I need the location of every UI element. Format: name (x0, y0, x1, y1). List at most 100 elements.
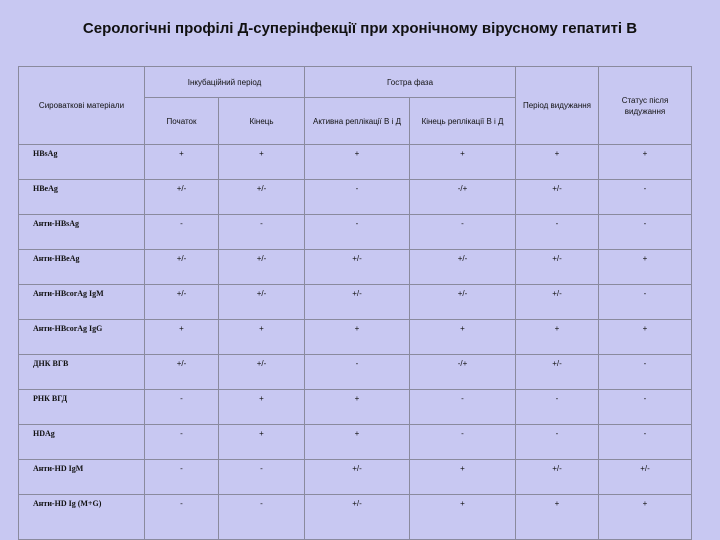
value-cell: + (218, 144, 305, 180)
table-body: HBsAg + + + + + + HBeAg +/- +/- - -/+ +/- - Анти-HBsAg… (18, 144, 692, 540)
value-cell: - (304, 354, 410, 390)
value-cell: - (304, 179, 410, 215)
value-cell: + (218, 319, 305, 355)
value-cell: + (598, 319, 692, 355)
value-cell: +/- (144, 249, 219, 285)
table-row: HBeAg +/- +/- - -/+ +/- - (18, 179, 692, 215)
value-cell: - (409, 214, 516, 250)
value-cell: + (304, 424, 410, 460)
value-cell: - (515, 424, 599, 460)
value-cell: + (409, 144, 516, 180)
value-cell: + (218, 424, 305, 460)
value-cell: - (598, 179, 692, 215)
value-cell: - (515, 389, 599, 425)
value-cell: - (598, 389, 692, 425)
table-row: Анти-HD IgM - - +/- + +/- +/- (18, 459, 692, 495)
value-cell: - (144, 424, 219, 460)
table-row: Анти-HBcorAg IgM +/- +/- +/- +/- +/- - (18, 284, 692, 320)
header-end-replication: Кінець реплікації В і Д (409, 97, 516, 145)
value-cell: - (144, 389, 219, 425)
value-cell: + (304, 144, 410, 180)
value-cell: + (515, 144, 599, 180)
header-row-top: Сироваткові матеріали Інкубаційний періо… (18, 66, 692, 145)
value-cell: +/- (515, 284, 599, 320)
value-cell: -/+ (409, 179, 516, 215)
value-cell: + (598, 494, 692, 540)
value-cell: +/- (218, 354, 305, 390)
value-cell: +/- (515, 459, 599, 495)
value-cell: + (515, 494, 599, 540)
value-cell: +/- (144, 354, 219, 390)
value-cell: + (409, 319, 516, 355)
table-row: HDAg - + + - - - (18, 424, 692, 460)
marker-cell: ДНК ВГВ (18, 354, 145, 390)
value-cell: - (218, 459, 305, 495)
value-cell: +/- (304, 249, 410, 285)
header-incubation: Інкубаційний період (144, 66, 305, 98)
value-cell: +/- (598, 459, 692, 495)
header-end: Кінець (218, 97, 305, 145)
value-cell: - (598, 354, 692, 390)
value-cell: +/- (515, 249, 599, 285)
value-cell: +/- (515, 179, 599, 215)
value-cell: +/- (218, 284, 305, 320)
header-start: Початок (144, 97, 219, 145)
marker-cell: HBsAg (18, 144, 145, 180)
marker-cell: РНК ВГД (18, 389, 145, 425)
value-cell: - (144, 494, 219, 540)
table-row: HBsAg + + + + + + (18, 144, 692, 180)
value-cell: - (409, 389, 516, 425)
value-cell: + (304, 389, 410, 425)
value-cell: - (409, 424, 516, 460)
table-row: Анти-HBcorAg IgG + + + + + + (18, 319, 692, 355)
header-row-sub: Початок Кінець Активна реплікації В і Д … (19, 97, 692, 145)
table-row: ДНК ВГВ +/- +/- - -/+ +/- - (18, 354, 692, 390)
marker-cell: Анти-HD Ig (M+G) (18, 494, 145, 540)
table-row: Анти-HBeAg +/- +/- +/- +/- +/- + (18, 249, 692, 285)
header-acute-phase: Гостра фаза (304, 66, 516, 98)
value-cell: +/- (304, 459, 410, 495)
value-cell: + (515, 319, 599, 355)
value-cell: - (144, 214, 219, 250)
value-cell: - (598, 424, 692, 460)
value-cell: +/- (144, 284, 219, 320)
value-cell: + (144, 144, 219, 180)
value-cell: +/- (304, 494, 410, 540)
marker-cell: Анти-HBeAg (18, 249, 145, 285)
header-materials: Сироваткові матеріали (18, 66, 145, 145)
value-cell: +/- (409, 249, 516, 285)
value-cell: + (304, 319, 410, 355)
marker-cell: Анти-HBcorAg IgG (18, 319, 145, 355)
header-active-replication: Активна реплікації В і Д (304, 97, 410, 145)
value-cell: + (598, 249, 692, 285)
value-cell: +/- (304, 284, 410, 320)
value-cell: +/- (218, 249, 305, 285)
value-cell: - (218, 494, 305, 540)
value-cell: +/- (515, 354, 599, 390)
marker-cell: HDAg (18, 424, 145, 460)
marker-cell: HBeAg (18, 179, 145, 215)
header-status-after: Статус після видужання (598, 66, 692, 145)
header-recovery-period: Період видужання (515, 66, 599, 145)
value-cell: - (304, 214, 410, 250)
slide-title: Серологічні профілі Д-суперінфекції при … (82, 20, 638, 37)
value-cell: -/+ (409, 354, 516, 390)
value-cell: + (409, 494, 516, 540)
value-cell: - (218, 214, 305, 250)
value-cell: + (409, 459, 516, 495)
value-cell: - (598, 284, 692, 320)
value-cell: - (598, 214, 692, 250)
marker-cell: Анти-HD IgM (18, 459, 145, 495)
value-cell: +/- (409, 284, 516, 320)
marker-cell: Анти-HBcorAg IgM (18, 284, 145, 320)
value-cell: + (598, 144, 692, 180)
table-row: РНК ВГД - + + - - - (18, 389, 692, 425)
marker-cell: Анти-HBsAg (18, 214, 145, 250)
value-cell: - (144, 459, 219, 495)
value-cell: + (218, 389, 305, 425)
table-row: Анти-HD Ig (M+G) - - +/- + + + (18, 494, 692, 540)
value-cell: +/- (144, 179, 219, 215)
serology-table: Сироваткові матеріали Інкубаційний періо… (18, 66, 692, 540)
value-cell: - (515, 214, 599, 250)
value-cell: + (144, 319, 219, 355)
